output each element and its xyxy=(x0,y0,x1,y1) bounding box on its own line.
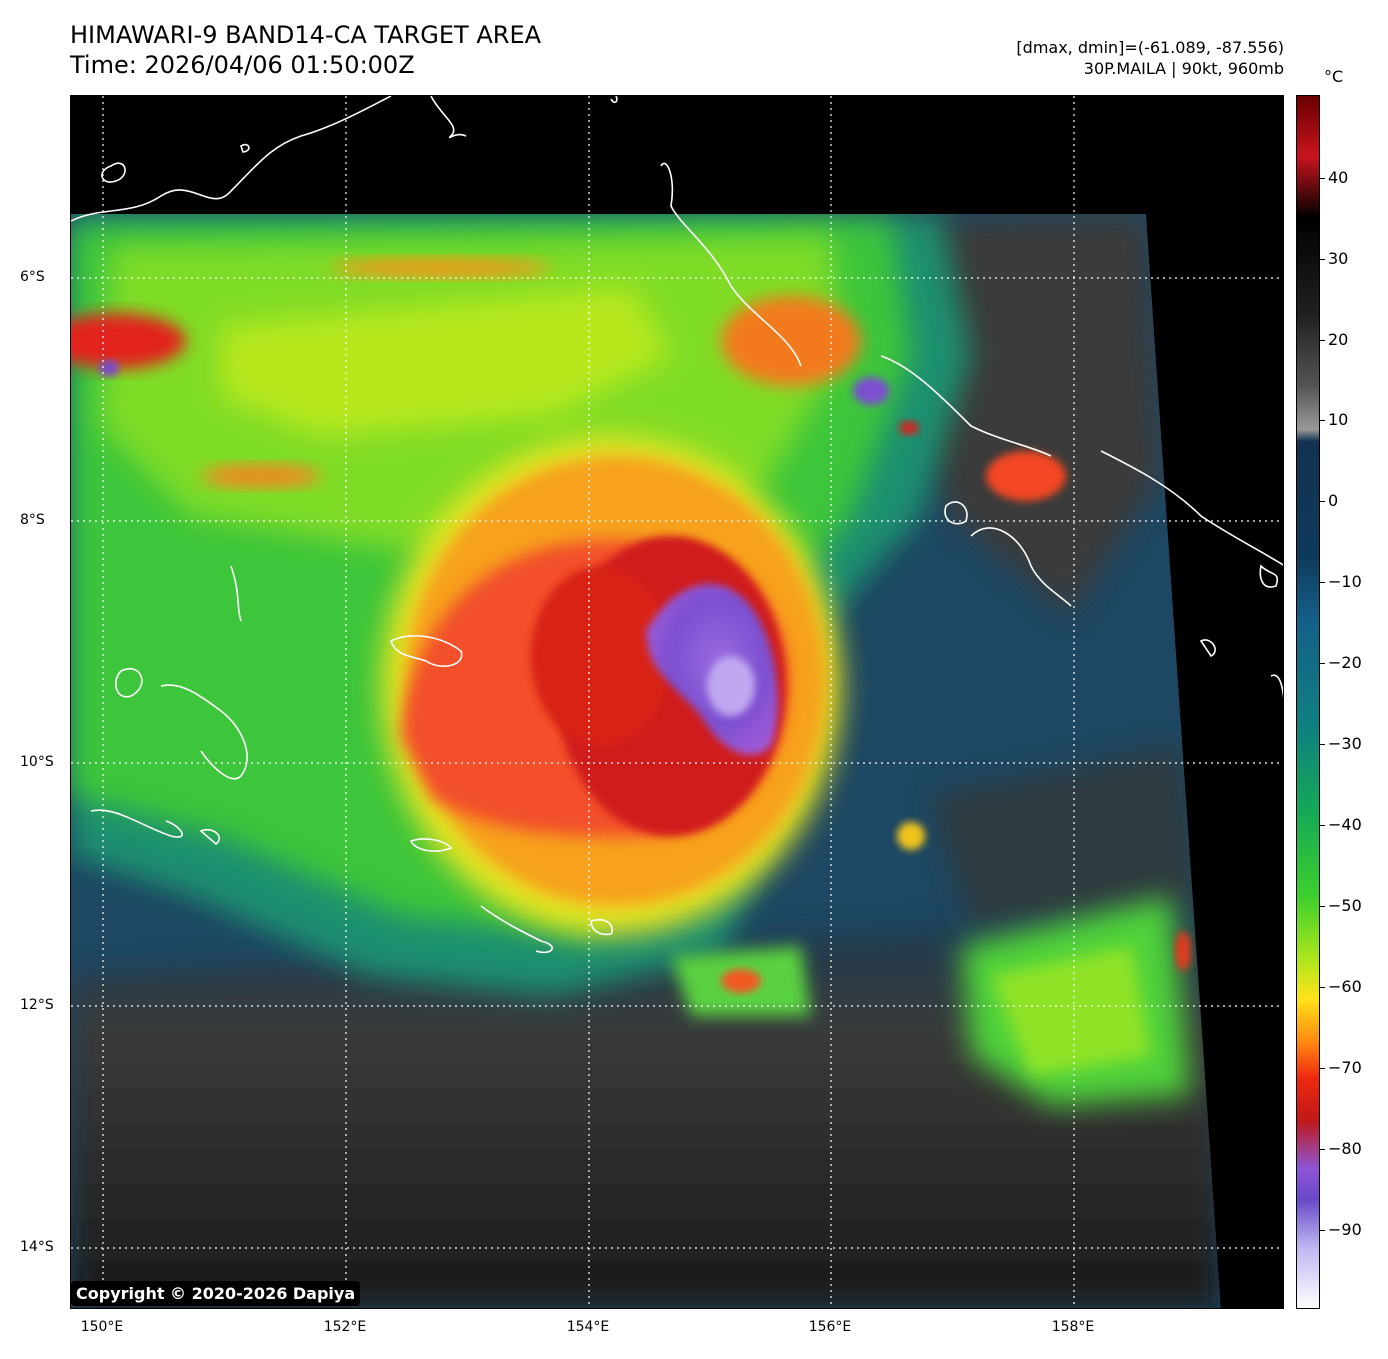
colorbar-tick xyxy=(1320,663,1325,664)
colorbar-tick-label: −40 xyxy=(1328,815,1362,834)
colorbar-tick xyxy=(1320,906,1325,907)
colorbar-tick xyxy=(1320,582,1325,583)
colorbar-tick xyxy=(1320,178,1325,179)
lon-label-156e: 156°E xyxy=(808,1319,852,1335)
colorbar-tick-label: −90 xyxy=(1328,1220,1362,1239)
graticule xyxy=(71,96,1283,1308)
colorbar-tick xyxy=(1320,825,1325,826)
lat-label-10s: 10°S xyxy=(20,754,54,770)
ir-imagery xyxy=(71,96,1283,1308)
storm-info-block: [dmax, dmin]=(-61.089, -87.556) 30P.MAIL… xyxy=(1016,37,1284,79)
colorbar-unit: °C xyxy=(1324,67,1344,86)
colorbar-tick-label: −20 xyxy=(1328,653,1362,672)
product-title: HIMAWARI-9 BAND14-CA TARGET AREA xyxy=(70,21,542,49)
storm-core xyxy=(381,436,841,936)
satellite-map xyxy=(70,95,1284,1309)
timestamp: Time: 2026/04/06 01:50:00Z xyxy=(70,51,415,79)
colorbar-tick-label: 40 xyxy=(1328,168,1349,187)
no-data-region xyxy=(71,96,1283,1308)
colorbar-tick-label: −10 xyxy=(1328,572,1362,591)
colorbar-tick xyxy=(1320,1068,1325,1069)
lon-label-154e: 154°E xyxy=(566,1319,610,1335)
copyright-badge: Copyright © 2020-2026 Dapiya xyxy=(71,1281,361,1306)
colorbar-tick-label: −70 xyxy=(1328,1058,1362,1077)
colorbar-tick xyxy=(1320,1230,1325,1231)
colorbar-tick xyxy=(1320,1149,1325,1150)
colorbar-tick xyxy=(1320,340,1325,341)
figure-title-block: HIMAWARI-9 BAND14-CA TARGET AREA Time: 2… xyxy=(70,20,541,80)
colorbar-tick xyxy=(1320,987,1325,988)
colorbar-tick-label: 0 xyxy=(1328,491,1339,510)
colorbar-tick-label: 20 xyxy=(1328,330,1349,349)
colorbar-tick-label: −80 xyxy=(1328,1139,1362,1158)
dmax-dmin: [dmax, dmin]=(-61.089, -87.556) xyxy=(1016,38,1284,57)
colorbar-tick-label: −50 xyxy=(1328,896,1362,915)
lon-label-150e: 150°E xyxy=(80,1319,124,1335)
colorbar-tick xyxy=(1320,420,1325,421)
lat-label-12s: 12°S xyxy=(20,997,54,1013)
lat-label-6s: 6°S xyxy=(20,269,45,285)
lon-label-158e: 158°E xyxy=(1051,1319,1095,1335)
lon-label-152e: 152°E xyxy=(323,1319,367,1335)
colorbar-tick xyxy=(1320,744,1325,745)
convective-cells xyxy=(71,258,1191,993)
colorbar-tick xyxy=(1320,501,1325,502)
colorbar-tick xyxy=(1320,259,1325,260)
storm-id: 30P.MAILA | 90kt, 960mb xyxy=(1083,59,1284,78)
colorbar-tick-label: 10 xyxy=(1328,410,1349,429)
colorbar-tick-label: 30 xyxy=(1328,249,1349,268)
coastlines xyxy=(71,96,1283,954)
colorbar xyxy=(1296,95,1320,1309)
colorbar-tick-label: −60 xyxy=(1328,977,1362,996)
colorbar-tick-label: −30 xyxy=(1328,734,1362,753)
lat-label-14s: 14°S xyxy=(20,1239,54,1255)
lat-label-8s: 8°S xyxy=(20,512,45,528)
